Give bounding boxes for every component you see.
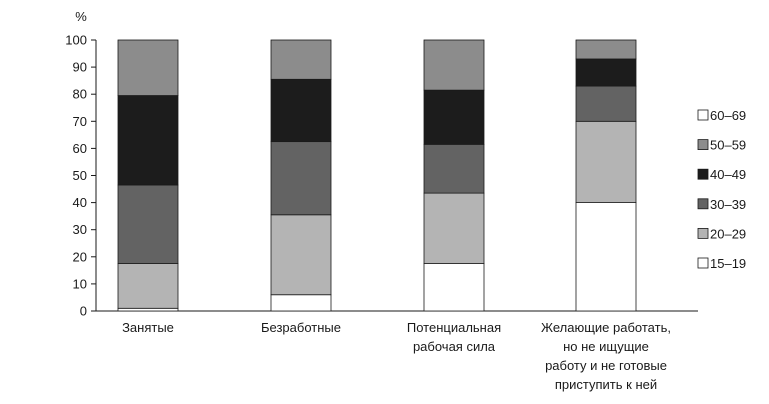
y-tick-label: 30 [73, 222, 87, 237]
category-label: Безработные [261, 320, 341, 335]
bar-segment-40–49 [117, 95, 179, 186]
category-label: Занятые [122, 320, 174, 335]
category-label: Потенциальная рабочая сила [407, 320, 501, 354]
bar-segment-30–39 [423, 143, 485, 194]
legend-swatch [697, 257, 709, 269]
legend-label: 40–49 [710, 167, 746, 182]
axes: 0 10 20 30 40 50 60 70 80 90 100 [65, 33, 698, 319]
y-tick-label: 60 [73, 141, 87, 156]
y-tick-label: 40 [73, 195, 87, 210]
bar-segment-50–59 [117, 39, 179, 96]
bar-segment-40–49 [575, 58, 637, 87]
legend-swatch [697, 139, 709, 151]
y-tick-label: 100 [65, 33, 87, 48]
bar-segment-40–49 [270, 78, 332, 143]
category-labels: Занятые Безработные Потенциальная рабочая с… [122, 320, 671, 392]
bar-segment-15–19 [423, 263, 485, 312]
bar-segment-15–19 [575, 202, 637, 312]
legend: 60–69 50–59 40–49 30–39 20–29 15–19 [697, 108, 746, 271]
y-unit-label: % [75, 9, 87, 24]
legend-label: 50–59 [710, 138, 746, 153]
bar-segment-40–49 [423, 89, 485, 145]
bar-segment-20–29 [270, 214, 332, 296]
bar-segment-20–29 [423, 192, 485, 264]
category-label: Желающие работать, но не ищущие работу и н… [541, 320, 671, 392]
bar-segment-50–59 [270, 39, 332, 80]
bar-segment-50–59 [575, 39, 637, 60]
bar-segment-30–39 [575, 85, 637, 122]
bar-segment-50–59 [423, 39, 485, 91]
y-tick-label: 70 [73, 114, 87, 129]
y-tick-label: 10 [73, 276, 87, 291]
y-tick-label: 0 [80, 304, 87, 319]
legend-swatch [697, 168, 709, 180]
bar-segment-15–19 [117, 307, 179, 312]
y-tick-label: 20 [73, 249, 87, 264]
y-tick-label: 50 [73, 168, 87, 183]
legend-label: 15–19 [710, 256, 746, 271]
bar-segment-20–29 [117, 263, 179, 309]
legend-label: 30–39 [710, 197, 746, 212]
legend-swatch [697, 227, 709, 239]
bars [117, 39, 637, 312]
bar-segment-20–29 [575, 120, 637, 204]
legend-label: 60–69 [710, 108, 746, 123]
y-tick-label: 80 [73, 87, 87, 102]
legend-swatch [697, 109, 709, 121]
bar-segment-30–39 [270, 141, 332, 216]
bar-segment-15–19 [270, 294, 332, 312]
legend-swatch [697, 198, 709, 210]
legend-label: 20–29 [710, 226, 746, 241]
bar-segment-30–39 [117, 184, 179, 264]
y-tick-label: 90 [73, 60, 87, 75]
